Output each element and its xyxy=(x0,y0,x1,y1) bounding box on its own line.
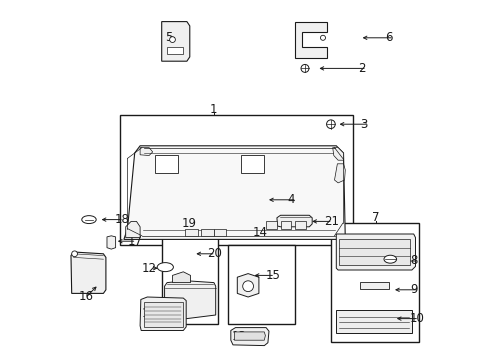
Polygon shape xyxy=(276,215,311,227)
Text: 13: 13 xyxy=(231,330,246,343)
Text: 9: 9 xyxy=(409,283,417,296)
Text: 16: 16 xyxy=(79,291,93,303)
Text: 19: 19 xyxy=(181,217,196,230)
Polygon shape xyxy=(185,229,197,236)
Polygon shape xyxy=(162,22,189,61)
Polygon shape xyxy=(140,297,186,330)
Text: 20: 20 xyxy=(206,247,221,260)
Polygon shape xyxy=(125,221,140,238)
Text: 14: 14 xyxy=(252,226,267,239)
Polygon shape xyxy=(155,155,178,173)
Text: 21: 21 xyxy=(323,215,338,228)
Text: 2: 2 xyxy=(357,62,365,75)
Text: 10: 10 xyxy=(409,312,424,325)
Text: 11: 11 xyxy=(142,307,157,320)
Polygon shape xyxy=(140,148,152,156)
Bar xyxy=(120,115,352,245)
Ellipse shape xyxy=(157,263,173,271)
Circle shape xyxy=(72,251,77,257)
Bar xyxy=(228,245,294,324)
Polygon shape xyxy=(332,148,343,160)
Circle shape xyxy=(242,281,253,292)
Polygon shape xyxy=(167,47,183,54)
Polygon shape xyxy=(143,302,182,327)
Polygon shape xyxy=(201,229,213,236)
Text: 6: 6 xyxy=(384,31,391,44)
Text: 17: 17 xyxy=(127,235,142,248)
Polygon shape xyxy=(107,236,115,249)
Text: 1: 1 xyxy=(210,103,217,116)
Polygon shape xyxy=(336,234,415,270)
Text: 4: 4 xyxy=(287,193,295,206)
Text: 15: 15 xyxy=(265,269,281,282)
Circle shape xyxy=(320,35,325,40)
Text: 7: 7 xyxy=(371,211,379,224)
Polygon shape xyxy=(280,221,291,229)
Polygon shape xyxy=(294,221,305,229)
Ellipse shape xyxy=(383,255,396,263)
Text: 8: 8 xyxy=(409,255,417,267)
Polygon shape xyxy=(234,332,265,340)
Polygon shape xyxy=(265,221,276,229)
Bar xyxy=(330,223,418,342)
Bar xyxy=(162,234,217,324)
Polygon shape xyxy=(237,274,258,297)
Text: 12: 12 xyxy=(142,262,157,275)
Polygon shape xyxy=(213,229,226,236)
Text: 3: 3 xyxy=(359,118,366,131)
Polygon shape xyxy=(172,272,190,283)
Circle shape xyxy=(169,37,175,42)
Polygon shape xyxy=(123,146,345,239)
Polygon shape xyxy=(338,239,409,265)
Polygon shape xyxy=(71,252,106,293)
Text: 18: 18 xyxy=(115,213,129,226)
Polygon shape xyxy=(334,164,345,183)
Circle shape xyxy=(301,64,308,72)
Circle shape xyxy=(326,120,335,129)
Text: 5: 5 xyxy=(165,31,172,44)
Polygon shape xyxy=(359,282,387,289)
Polygon shape xyxy=(336,310,411,333)
Ellipse shape xyxy=(81,216,96,224)
Polygon shape xyxy=(164,281,215,319)
Polygon shape xyxy=(294,22,326,58)
Polygon shape xyxy=(241,155,264,173)
Polygon shape xyxy=(230,328,268,346)
